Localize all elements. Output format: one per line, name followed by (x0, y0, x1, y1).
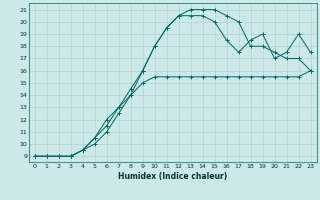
X-axis label: Humidex (Indice chaleur): Humidex (Indice chaleur) (118, 172, 227, 181)
